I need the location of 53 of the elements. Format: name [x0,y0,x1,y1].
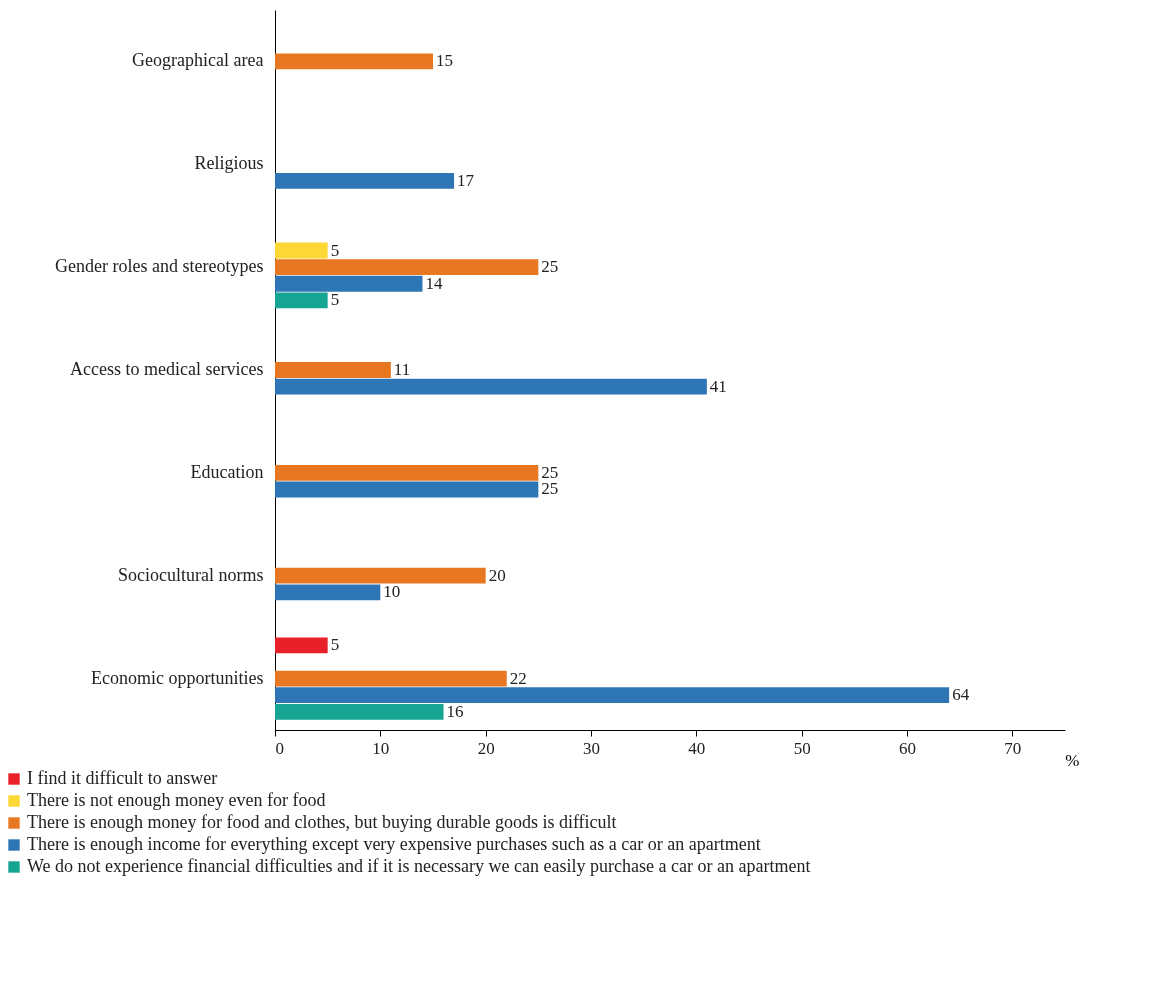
y-tick-label: Geographical area [132,50,264,71]
data-label: 41 [709,376,727,396]
y-tick-label: Access to medical services [70,359,264,379]
data-label: 5 [330,290,340,310]
data-label: 5 [330,240,340,260]
data-label: 15 [436,51,453,71]
y-tick-label: Education [190,461,264,482]
bar [275,481,539,498]
x-tick-label: 50 [793,738,811,758]
data-label: 25 [541,479,559,499]
bar [275,53,433,70]
bar [275,292,328,309]
x-axis-title: % [1065,750,1080,770]
legend-label: There is not enough money even for food [27,790,326,810]
x-tick-label: 0 [275,738,284,758]
x-tick-label: 20 [477,738,495,758]
y-tick-label: Sociocultural norms [118,564,264,585]
bar [275,567,486,584]
x-tick-label: 10 [372,738,390,758]
y-tick-label: Economic opportunities [91,667,264,688]
legend-label: There is enough income for everything except very expensive purchases such as a car or an apartment [27,834,761,854]
bar [275,687,950,704]
bar [275,637,328,654]
legend-label: I find it difficult to answer [27,768,218,788]
data-label: 22 [509,668,527,688]
bar [275,173,455,189]
bar [275,703,444,720]
data-label: 64 [952,685,970,705]
data-label: 5 [330,635,340,655]
data-label: 20 [488,565,506,585]
x-tick-label: 70 [1004,738,1022,758]
bar [275,362,391,378]
bar [275,670,507,687]
data-label: 25 [541,462,559,482]
data-label: 11 [393,360,411,379]
data-label: 10 [383,582,401,602]
bar [275,584,381,601]
bar [275,464,539,481]
legend-label: There is enough money for food and clothes, but buying durable goods is difficult [27,812,617,832]
bar [275,242,328,259]
x-tick-label: 30 [583,738,600,758]
x-tick-label: 60 [899,738,916,758]
bar [275,275,423,292]
data-label: 17 [457,170,475,190]
data-label: 25 [541,257,559,277]
y-tick-label: Gender roles and stereotypes [55,256,264,277]
bar [275,259,539,276]
x-tick-label: 40 [688,738,706,758]
legend-label: We do not experience financial difficulties and if it is necessary we can easily purchase a car or an apartment [27,856,811,876]
y-tick-label: Religious [194,153,264,174]
data-label: 16 [446,701,464,721]
bar [275,378,707,395]
data-label: 14 [425,273,443,293]
